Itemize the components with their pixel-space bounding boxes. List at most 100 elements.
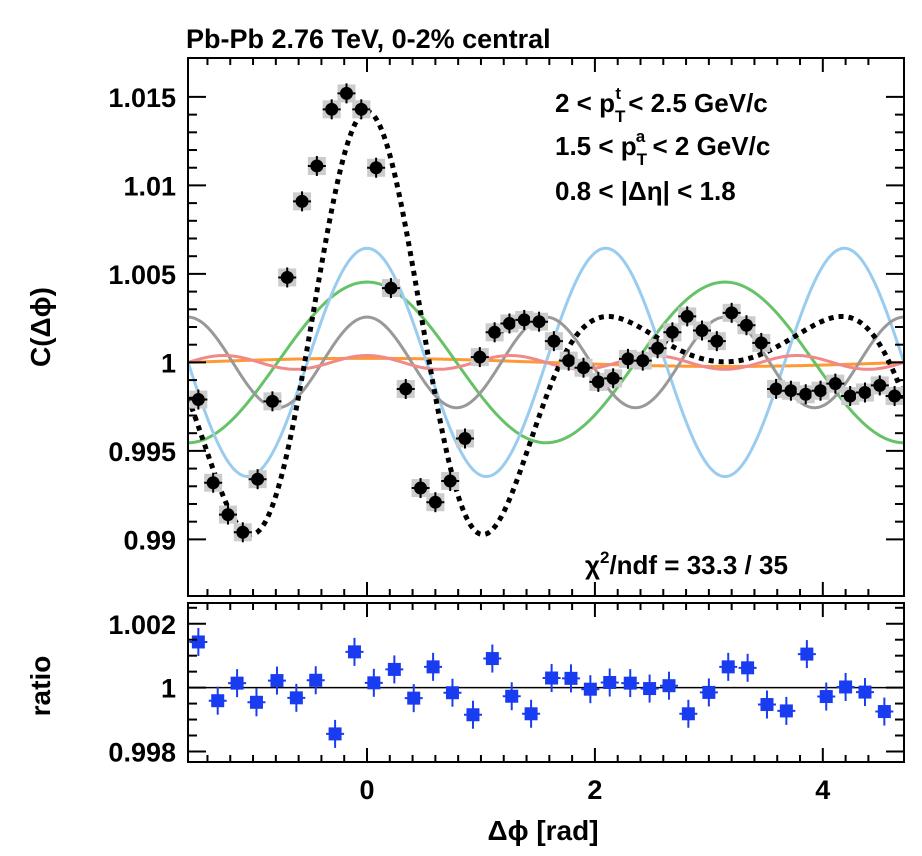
data-point: [307, 155, 326, 176]
y-tick-label: 0.99: [123, 525, 176, 555]
pt-trigger-label-b: < 2.5 GeV/c: [621, 88, 768, 118]
harmonic-v5-curve: [188, 353, 904, 371]
chi2-label: χ2/ndf = 33.3 / 35: [585, 548, 788, 580]
ratio-point: [306, 666, 325, 695]
data-point: [411, 478, 430, 499]
data-point: [633, 350, 652, 371]
data-point: [618, 348, 637, 369]
data-point: [870, 375, 889, 396]
data-point: [530, 311, 549, 332]
ratio-point: [699, 678, 718, 707]
ratio-point: [738, 653, 757, 682]
data-point: [574, 357, 593, 378]
data-point: [470, 347, 489, 368]
ratio-y-tick-label: 1: [161, 674, 176, 704]
data-point: [544, 331, 563, 352]
data-point: [381, 278, 400, 299]
data-point: [367, 157, 386, 178]
data-point: [456, 428, 475, 449]
data-point: [204, 472, 223, 493]
data-point: [589, 371, 608, 392]
data-point: [826, 373, 845, 394]
x-tick-label: 2: [587, 775, 602, 805]
top-panel: 0.99 0.995 1 1.005 1.01 1.015: [108, 57, 905, 597]
data-point: [278, 267, 297, 288]
ratio-point: [719, 652, 738, 681]
ratio-point: [463, 700, 482, 729]
ratio-point: [443, 678, 462, 707]
y-tick-label: 1.005: [108, 260, 176, 290]
y-tick-label: 0.995: [108, 437, 176, 467]
data-point: [293, 191, 312, 212]
data-point: [500, 313, 519, 334]
pt-assoc-sup: a: [636, 127, 646, 146]
ratio-point: [522, 699, 541, 728]
data-point: [426, 492, 445, 513]
ratio-point: [326, 719, 345, 748]
data-point: [707, 331, 726, 352]
y-tick-label: 1.01: [123, 171, 176, 201]
data-point: [441, 470, 460, 491]
y-tick-label: 1: [161, 348, 176, 378]
eta-gap-label: 0.8 < |Δη| < 1.8: [555, 176, 736, 206]
ratio-point: [659, 671, 678, 700]
ratio-point: [385, 655, 404, 684]
pt-assoc-sub: T: [637, 150, 648, 169]
data-point: [515, 309, 534, 330]
ratio-point: [855, 678, 874, 707]
pt-assoc-label-a: 1.5 < p: [555, 131, 637, 161]
ratio-point: [345, 637, 364, 666]
data-point: [263, 391, 282, 412]
top-y-axis-label: C(Δϕ): [25, 287, 56, 367]
data-point: [604, 368, 623, 389]
data-point: [559, 350, 578, 371]
data-point: [767, 378, 786, 399]
pt-assoc-label: 1.5 < pTa < 2 GeV/c: [555, 127, 770, 169]
ratio-point: [777, 696, 796, 725]
ratio-y-tick-label: 0.998: [108, 737, 176, 767]
data-point: [678, 306, 697, 327]
ratio-point: [542, 664, 561, 693]
ratio-point: [797, 640, 816, 669]
data-point: [752, 332, 771, 353]
data-point: [337, 83, 356, 104]
ratio-point: [817, 682, 836, 711]
ratio-point: [208, 686, 227, 715]
ratio-point: [247, 688, 266, 717]
data-point: [322, 99, 341, 120]
data-point: [693, 320, 712, 341]
ratio-point: [621, 669, 640, 698]
data-point: [885, 386, 904, 407]
ratio-point: [581, 675, 600, 704]
ratio-point: [502, 682, 521, 711]
data-point: [722, 302, 741, 323]
x-tick-label: 4: [815, 775, 830, 805]
data-point: [841, 386, 860, 407]
pt-trigger-sub: T: [615, 107, 626, 126]
data-point: [396, 378, 415, 399]
data-point: [737, 315, 756, 336]
ratio-point: [404, 684, 423, 713]
ratio-point: [640, 674, 659, 703]
ratio-point: [836, 672, 855, 701]
data-point: [352, 99, 371, 120]
data-point: [233, 522, 252, 543]
ratio-point: [561, 664, 580, 693]
chi2-sup: 2: [600, 548, 609, 567]
pt-trigger-label-a: 2 < p: [555, 88, 615, 118]
data-point: [485, 322, 504, 343]
ratio-point: [287, 683, 306, 712]
chi2-value: /ndf = 33.3 / 35: [609, 550, 787, 580]
pt-assoc-label-b: < 2 GeV/c: [645, 131, 770, 161]
data-point: [189, 389, 208, 410]
ratio-point: [483, 644, 502, 673]
harmonic-v2-curve: [188, 280, 904, 445]
ratio-point: [424, 652, 443, 681]
chart-title: Pb-Pb 2.76 TeV, 0-2% central: [186, 24, 551, 54]
ratio-point: [228, 669, 247, 698]
data-point: [218, 504, 237, 525]
ratio-point: [267, 666, 286, 695]
ratio-point: [875, 697, 894, 726]
ratio-point: [364, 668, 383, 697]
